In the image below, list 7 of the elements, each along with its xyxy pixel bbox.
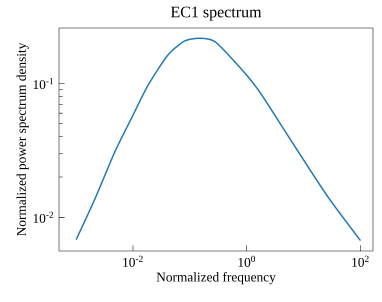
x-tick-label: 10$^{-2}$ [123, 256, 143, 267]
x-axis-title: Normalized frequency [156, 272, 276, 284]
x-tick-label: 10$^{2}$ [352, 256, 369, 267]
chart-title: EC1 spectrum [170, 6, 262, 21]
x-tick-label: 10$^{0}$ [238, 256, 256, 267]
y-axis-title: Normalized power spectrum density [16, 42, 29, 236]
y-tick-label: 10$^{-1}$ [34, 78, 54, 90]
